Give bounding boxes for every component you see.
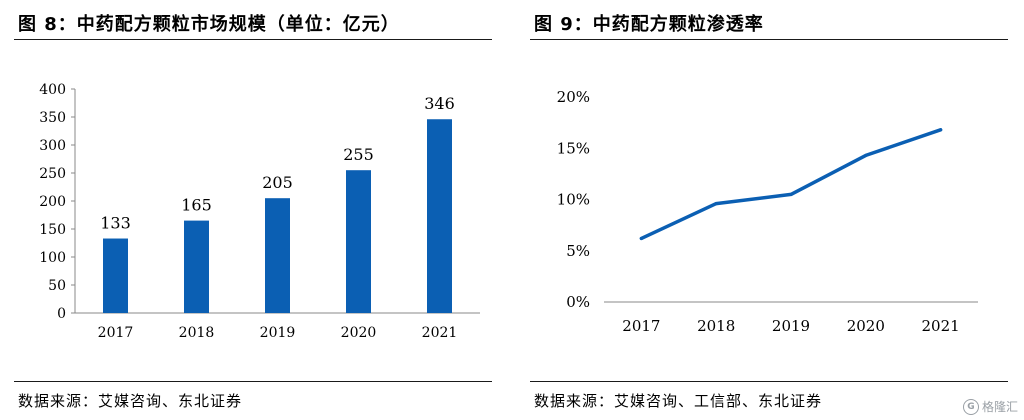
line-y-tick-label: 5% [566, 242, 590, 260]
left-source-note: 数据来源：艾媒咨询、东北证券 [18, 392, 243, 410]
right-source-note: 数据来源：艾媒咨询、工信部、东北证券 [534, 392, 823, 410]
bar [103, 238, 128, 313]
left-source-rule [14, 381, 492, 382]
right-title-rule [530, 39, 1008, 40]
bar-chart: 0 50 100 150 200 250 300 350 400 133 2017 165 2018 20… [39, 82, 480, 341]
bar-x-tick-label: 2018 [179, 325, 215, 341]
line-series [639, 128, 943, 241]
bar-y-tick-label: 250 [39, 166, 66, 182]
bar [265, 198, 290, 313]
line-point [714, 202, 718, 206]
line-point [939, 128, 943, 132]
bar-data-label: 255 [343, 145, 374, 164]
bar-y-tick-label: 400 [39, 82, 66, 98]
bar-x-tick-label: 2020 [341, 325, 377, 341]
line-x-tick-label: 2021 [922, 317, 960, 335]
line-y-tick-label: 10% [557, 191, 590, 209]
watermark-logo-icon: G [962, 398, 979, 415]
bar [427, 119, 452, 314]
left-chart-title: 图 8：中药配方颗粒市场规模（单位：亿元） [18, 14, 400, 35]
line-point [789, 192, 793, 196]
bar-x-tick-label: 2017 [98, 325, 134, 341]
bar-data-label: 133 [100, 214, 131, 233]
bar-x-tick-label: 2021 [422, 325, 458, 341]
bar-y-tick-label: 300 [39, 138, 66, 154]
line-chart: 0% 5% 10% 15% 20% 2017 2018 2019 2020 2021 [557, 88, 978, 335]
bar-data-label: 346 [424, 94, 455, 113]
bar-x-tick-label: 2019 [260, 325, 296, 341]
right-chart-title: 图 9：中药配方颗粒渗透率 [534, 14, 764, 35]
line-x-tick-label: 2018 [697, 317, 735, 335]
watermark-text: 格隆汇 [981, 400, 1018, 414]
line-y-tick-label: 20% [557, 88, 590, 106]
line-point [639, 236, 644, 241]
right-source-rule [530, 381, 1008, 382]
line-y-tick-label: 0% [566, 293, 590, 311]
line-x-tick-label: 2020 [847, 317, 885, 335]
line-x-tick-label: 2019 [772, 317, 810, 335]
line-y-tick-label: 15% [557, 139, 590, 157]
bar-y-tick-label: 0 [57, 306, 66, 322]
bar-y-tick-label: 200 [39, 194, 66, 210]
bar-y-tick-label: 50 [48, 278, 66, 294]
bar-y-tick-label: 150 [39, 222, 66, 238]
bar-data-label: 165 [181, 196, 212, 215]
watermark: G 格隆汇 [962, 398, 1018, 415]
bar-data-label: 205 [262, 173, 293, 192]
line-x-tick-label: 2017 [622, 317, 660, 335]
bar-y-tick-label: 100 [39, 250, 66, 266]
bar-y-tick-label: 350 [39, 110, 66, 126]
left-title-rule [14, 39, 492, 40]
line-point [864, 153, 868, 158]
bar [346, 170, 371, 313]
bar [184, 220, 209, 313]
